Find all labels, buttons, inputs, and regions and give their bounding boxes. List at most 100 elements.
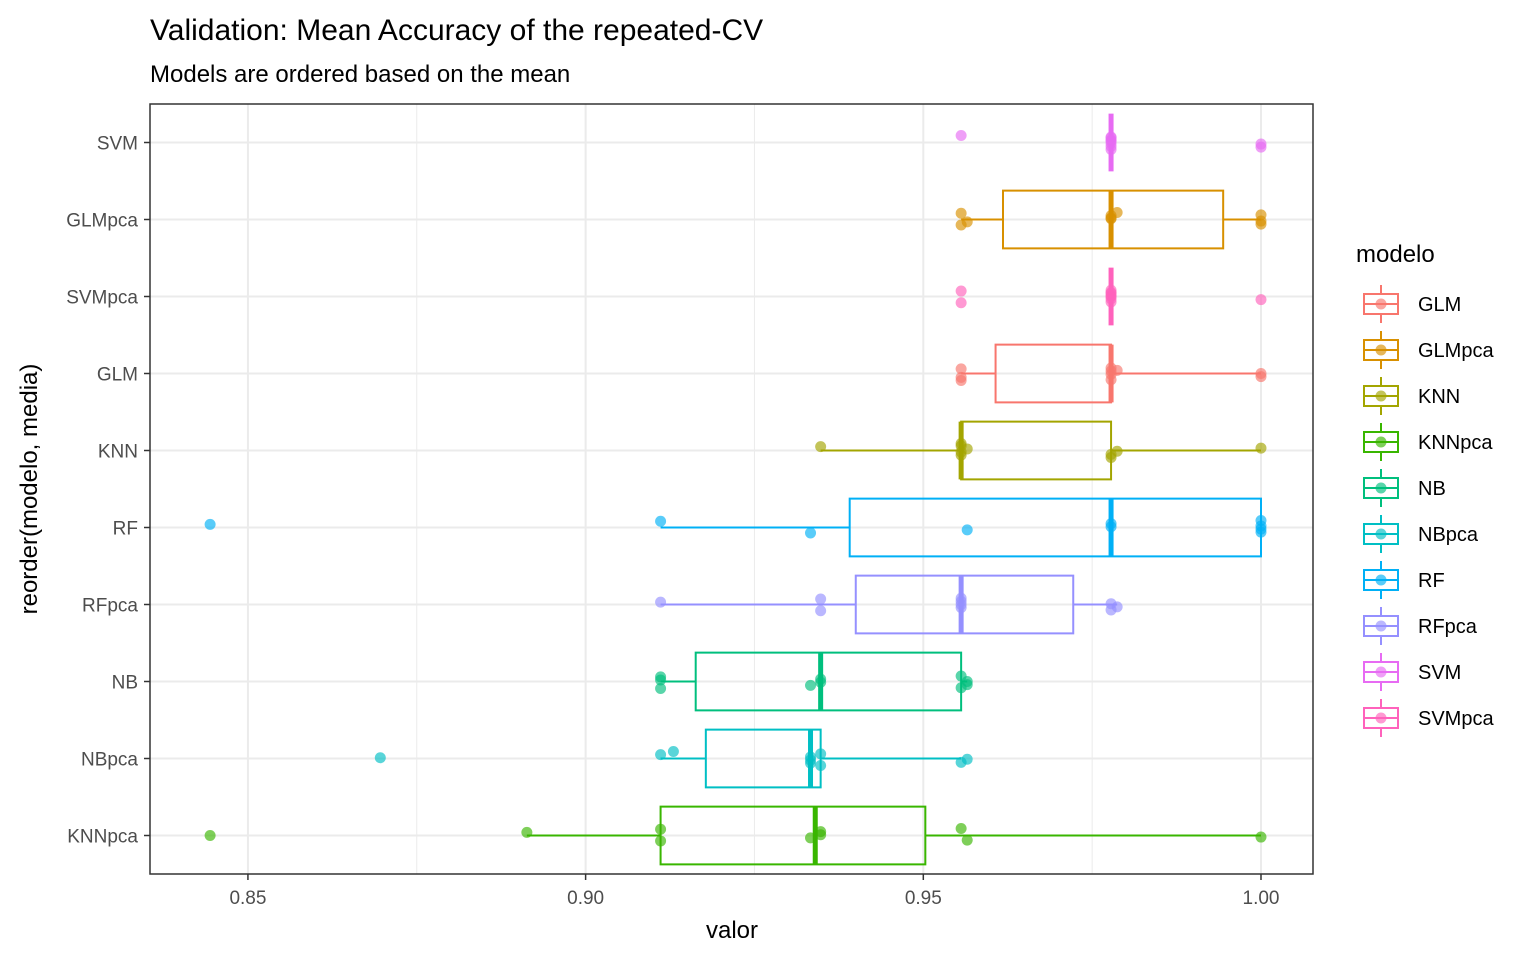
- plot-panel: [149, 103, 1314, 875]
- legend-key-point: [1375, 620, 1387, 632]
- data-point: [655, 596, 667, 608]
- data-point: [655, 823, 667, 835]
- legend: modelo GLM GLMpca KNN KNNpca NB NBpca RF RFpca S…: [1356, 241, 1494, 737]
- data-point: [1105, 598, 1117, 610]
- data-point: [1255, 520, 1267, 532]
- data-point: [1255, 442, 1267, 454]
- data-point: [1255, 368, 1267, 379]
- y-tick-label: GLMpca: [66, 211, 138, 232]
- boxplot-svmpca: [955, 267, 1267, 326]
- legend-item-nbpca: NBpca: [1363, 515, 1479, 553]
- data-point: [815, 760, 827, 771]
- data-point: [815, 826, 827, 838]
- data-point: [1255, 138, 1267, 150]
- data-point: [805, 832, 817, 844]
- x-tick-label: 0.90: [567, 888, 604, 909]
- boxplot-rfpca: [655, 574, 1123, 635]
- data-point: [1255, 831, 1267, 843]
- y-tick-label: RFpca: [82, 596, 138, 617]
- legend-label: NBpca: [1418, 524, 1479, 546]
- y-tick-label: SVM: [97, 134, 138, 155]
- legend-key-point: [1375, 436, 1387, 448]
- gridlines: [150, 104, 1313, 874]
- legend-item-svm: SVM: [1363, 653, 1461, 691]
- data-point: [961, 676, 973, 687]
- data-point: [955, 285, 967, 297]
- data-point: [815, 605, 827, 617]
- x-axis-title: valor: [706, 917, 758, 944]
- boxplot-knnpca: [204, 805, 1267, 866]
- data-point: [1105, 212, 1117, 224]
- data-point: [961, 834, 973, 846]
- legend-key-point: [1375, 390, 1387, 402]
- data-point: [1105, 131, 1117, 143]
- legend-label: KNNpca: [1418, 432, 1493, 454]
- data-point: [655, 749, 667, 761]
- boxplot-nb: [655, 651, 973, 712]
- legend-key-point: [1375, 528, 1387, 540]
- chart-title: Validation: Mean Accuracy of the repeate…: [150, 14, 763, 47]
- legend-item-svmpca: SVMpca: [1363, 699, 1494, 737]
- data-point: [955, 297, 967, 309]
- data-point: [815, 441, 827, 453]
- box: [854, 574, 1075, 635]
- legend-key-point: [1375, 344, 1387, 356]
- x-tick-label: 0.95: [905, 888, 942, 909]
- y-tick-label: SVMpca: [66, 288, 138, 309]
- legend-item-nb: NB: [1363, 469, 1446, 507]
- x-tick-label: 0.85: [229, 888, 266, 909]
- boxplot-glm: [955, 343, 1267, 404]
- y-tick-label: KNN: [98, 442, 138, 463]
- chart-subtitle: Models are ordered based on the mean: [150, 61, 570, 88]
- legend-item-knnpca: KNNpca: [1363, 423, 1493, 461]
- panel-border: [149, 103, 1314, 875]
- data-point: [961, 524, 973, 536]
- boxplot-rf: [204, 497, 1267, 558]
- legend-label: RFpca: [1418, 616, 1478, 638]
- legend-label: SVM: [1418, 662, 1461, 684]
- data-point: [955, 130, 967, 141]
- data-point: [815, 593, 827, 605]
- legend-label: RF: [1418, 570, 1445, 592]
- y-tick-label: NBpca: [81, 750, 138, 771]
- data-point: [955, 363, 967, 375]
- data-point: [961, 753, 973, 765]
- data-point: [955, 823, 967, 834]
- legend-label: GLMpca: [1418, 340, 1494, 362]
- data-point: [204, 518, 216, 530]
- data-point: [805, 679, 817, 691]
- data-point: [805, 527, 817, 539]
- data-point: [815, 673, 827, 685]
- legend-key-point: [1375, 666, 1387, 678]
- data-point: [655, 835, 667, 847]
- boxplot-glmpca: [955, 189, 1267, 250]
- legend-label: KNN: [1418, 386, 1460, 408]
- data-point: [655, 515, 667, 527]
- data-point: [805, 751, 817, 763]
- data-point: [521, 826, 533, 838]
- legend-key-point: [1375, 574, 1387, 586]
- legend-key-point: [1375, 712, 1387, 724]
- legend-title: modelo: [1356, 241, 1435, 268]
- legend-key-point: [1375, 298, 1387, 310]
- data-point: [955, 592, 967, 604]
- data-point: [1111, 364, 1123, 376]
- boxplot-nbpca: [374, 728, 973, 789]
- data-point: [955, 371, 967, 383]
- data-point: [1255, 209, 1267, 221]
- data-point: [1255, 294, 1267, 306]
- data-point: [1111, 445, 1123, 457]
- data-point: [655, 683, 667, 694]
- legend-label: NB: [1418, 478, 1446, 500]
- y-tick-label: KNNpca: [67, 827, 138, 848]
- y-tick-label: NB: [112, 673, 138, 694]
- boxplot-knn: [815, 420, 1267, 481]
- legend-item-glm: GLM: [1363, 285, 1461, 323]
- legend-key-point: [1375, 482, 1387, 494]
- x-tick-label: 1.00: [1243, 888, 1280, 909]
- legend-item-knn: KNN: [1363, 377, 1460, 415]
- y-tick-label: GLM: [97, 365, 138, 386]
- legend-item-glmpca: GLMpca: [1363, 331, 1494, 369]
- y-tick-label: RF: [113, 519, 138, 540]
